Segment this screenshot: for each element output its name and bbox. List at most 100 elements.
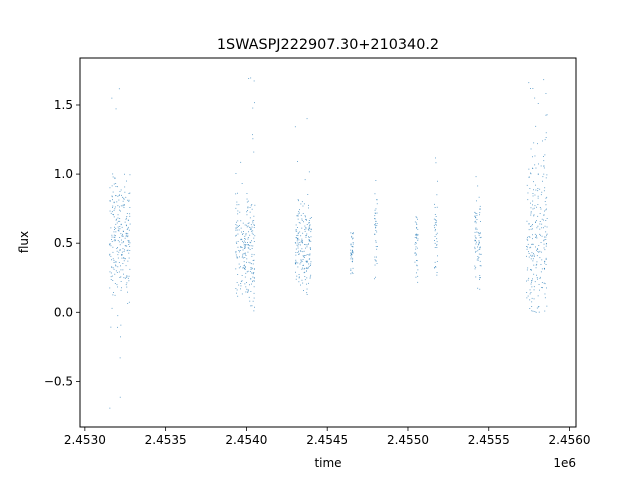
scatter-point [417,234,419,236]
scatter-point [536,263,538,265]
scatter-point [476,241,477,243]
scatter-point [435,266,436,267]
scatter-point [535,167,537,169]
x-tick-label: 2.4560 [549,433,591,447]
scatter-point [296,240,298,242]
scatter-point [125,232,127,234]
scatter-point [119,191,121,192]
scatter-point [528,277,530,279]
scatter-point [128,244,130,245]
scatter-point [435,219,436,221]
scatter-point [374,264,376,266]
scatter-point [295,248,297,250]
scatter-point [294,126,296,128]
scatter-point [528,229,530,231]
scatter-point [543,282,545,284]
scatter-point [537,225,539,227]
scatter-point [535,184,536,186]
scatter-point [309,247,311,249]
scatter-point [127,226,129,228]
scatter-point [121,194,122,196]
scatter-point [304,279,306,281]
scatter-point [530,214,532,216]
scatter-point [435,216,437,217]
scatter-point [479,288,481,290]
scatter-point [245,233,247,235]
scatter-point [236,243,238,244]
scatter-point [310,265,311,266]
scatter-point [545,259,547,260]
scatter-point [539,221,541,222]
scatter-point [530,258,532,260]
scatter-point [546,218,548,219]
scatter-point [119,237,121,238]
scatter-point [307,194,309,195]
scatter-point [109,243,111,245]
scatter-point [240,239,242,241]
scatter-point [474,246,476,248]
scatter-point [310,228,312,230]
scatter-point [303,203,305,205]
scatter-point [302,242,303,244]
scatter-point [434,261,436,263]
scatter-point [129,174,131,176]
scatter-point [253,227,255,228]
scatter-point [436,272,438,273]
scatter-point [535,222,536,223]
scatter-point [249,229,251,230]
scatter-point [543,165,545,167]
scatter-point [532,260,534,262]
scatter-point [306,268,308,270]
scatter-point [532,200,534,202]
scatter-point [536,277,538,279]
scatter-point [478,240,480,242]
scatter-point [479,248,481,250]
scatter-point [247,244,249,246]
scatter-point [251,230,252,232]
scatter-point [120,281,122,282]
scatter-point [536,220,537,222]
scatter-point [545,114,547,116]
scatter-point [375,276,376,278]
scatter-point [247,200,249,202]
scatter-point [300,262,302,264]
scatter-point [300,235,302,237]
scatter-point [352,251,354,253]
scatter-point [474,211,476,213]
scatter-point [246,271,248,273]
scatter-point [126,232,128,234]
scatter-point [535,246,536,248]
scatter-point [434,236,436,237]
scatter-point [251,226,253,228]
scatter-point [250,269,252,270]
scatter-point [248,261,250,263]
x-tick-label: 2.4550 [387,433,429,447]
scatter-point [300,260,302,262]
scatter-point [298,222,300,223]
scatter-point [122,233,123,235]
scatter-point [240,285,242,287]
scatter-point [546,287,547,289]
scatter-point [121,254,122,256]
scatter-point [537,215,539,217]
scatter-point [376,248,378,250]
scatter-point [474,215,476,217]
scatter-point [300,241,302,243]
scatter-point [309,258,311,260]
scatter-point [352,267,354,269]
scatter-point [251,253,253,255]
scatter-point [244,266,246,267]
scatter-point [475,250,477,252]
scatter-point [119,206,120,208]
scatter-point [253,215,255,217]
scatter-point [537,197,539,199]
scatter-point [541,235,543,237]
y-tick-label: 0.5 [54,236,73,250]
scatter-point [352,273,354,274]
scatter-point [546,208,547,210]
scatter-point [124,186,126,188]
scatter-point [305,216,306,218]
scatter-point [244,276,246,278]
scatter-point [253,277,255,279]
scatter-point [528,251,529,253]
